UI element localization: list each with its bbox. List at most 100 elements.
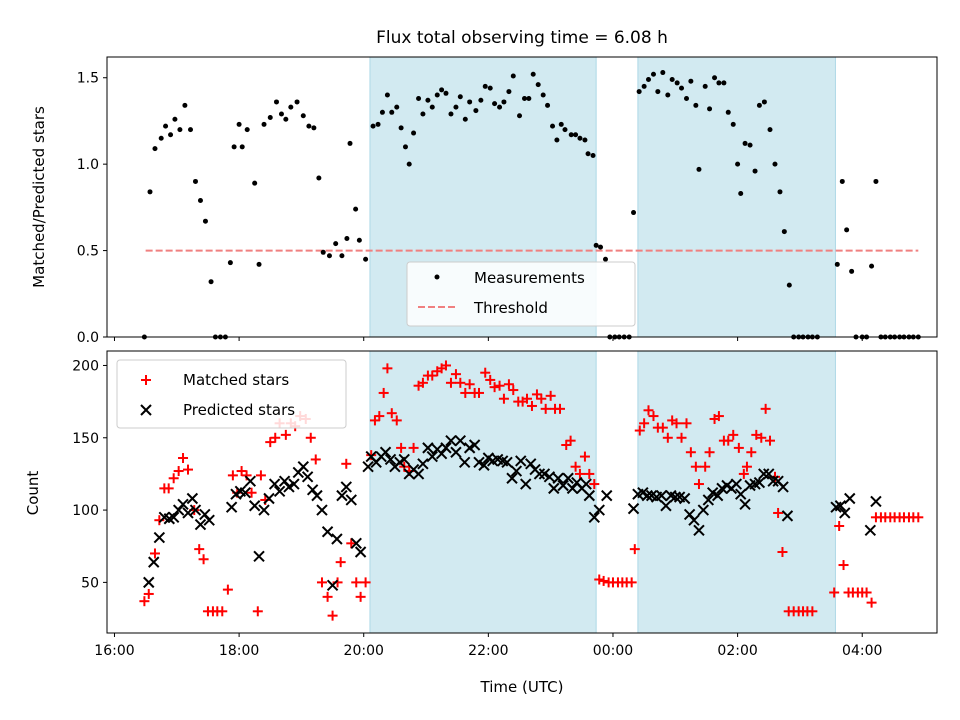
matched-star-point: [369, 415, 380, 426]
measurement-point: [562, 127, 568, 133]
measurement-point: [379, 109, 385, 115]
predicted-star-point: [172, 504, 185, 516]
measurement-point: [256, 261, 262, 267]
predicted-star-point: [239, 487, 252, 499]
measurement-point: [712, 75, 718, 81]
matched-star-point: [246, 487, 257, 498]
ratio-y-tick-label: 1.0: [77, 157, 99, 173]
predicted-star-point: [510, 465, 523, 477]
matched-star-point: [570, 461, 581, 472]
predicted-star-point: [678, 492, 691, 505]
measurement-point: [735, 161, 741, 167]
measurement-point: [869, 263, 875, 269]
matched-star-point: [584, 468, 595, 479]
predicted-star-point: [533, 468, 546, 480]
matched-star-point: [316, 577, 327, 588]
count-x-tick-label: 20:00: [344, 643, 384, 659]
predicted-star-point: [440, 442, 452, 454]
predicted-stars-points: [143, 434, 882, 591]
matched-star-point: [690, 461, 701, 472]
measurement-point: [356, 237, 362, 243]
measurement-point: [844, 227, 850, 233]
predicted-star-point: [398, 453, 410, 466]
matched-star-point: [579, 451, 590, 462]
predicted-star-point: [182, 507, 194, 519]
predicted-star-point: [354, 546, 367, 558]
matched-star-point: [685, 447, 696, 458]
matched-star-point: [455, 377, 466, 388]
predicted-star-point: [273, 485, 286, 497]
count-y-tick-label: 150: [72, 431, 99, 447]
matched-star-point: [391, 415, 402, 426]
measurement-point: [684, 95, 690, 101]
matched-star-point: [807, 606, 818, 617]
matched-star-point: [626, 577, 637, 588]
predicted-star-point: [641, 489, 653, 502]
measurement-point: [244, 127, 250, 133]
measurement-point: [267, 114, 273, 120]
matched-star-point: [270, 432, 281, 443]
measurement-point: [236, 121, 242, 127]
measurement-point: [320, 249, 326, 255]
measurement-point: [772, 161, 778, 167]
measurement-point: [688, 78, 694, 84]
legend-plus-glyph: [141, 375, 151, 385]
legend-predicted-label: Predicted stars: [183, 401, 295, 419]
measurement-point: [665, 92, 671, 98]
matched-star-point: [351, 577, 362, 588]
matched-star-point: [474, 387, 485, 398]
matched-star-point: [485, 374, 496, 385]
predicted-star-point: [627, 502, 640, 515]
predicted-star-point: [458, 456, 471, 469]
measurement-point: [439, 87, 445, 93]
predicted-star-point: [306, 484, 319, 496]
measurement-point: [730, 121, 736, 127]
measurement-point: [420, 111, 426, 117]
matched-star-point: [531, 389, 542, 400]
matched-star-point: [676, 432, 687, 443]
ratio-y-tick-label: 0.0: [77, 330, 99, 346]
measurement-point: [577, 135, 583, 141]
measurement-point: [558, 121, 564, 127]
measurement-point: [482, 83, 488, 89]
matched-star-point: [163, 483, 174, 494]
predicted-star-point: [520, 478, 532, 490]
predicted-star-point: [552, 472, 564, 484]
matched-star-point: [704, 447, 715, 458]
predicted-star-point: [557, 479, 569, 492]
predicted-star-point: [203, 514, 215, 526]
predicted-star-point: [435, 447, 448, 460]
predicted-star-point: [660, 500, 672, 512]
measurement-point: [462, 116, 468, 122]
measurement-point: [849, 268, 855, 274]
predicted-star-point: [148, 556, 160, 568]
matched-star-point: [526, 400, 537, 411]
ratio-panel: 0.0 0.5 1.0 1.5 Matched/Predicted stars Mea…: [30, 56, 938, 346]
ratio-axes: 0.0 0.5 1.0 1.5: [77, 56, 938, 346]
predicted-star-point: [753, 476, 766, 489]
legend-matched-label: Matched stars: [183, 371, 289, 389]
matched-star-point: [464, 379, 475, 390]
predicted-star-point: [199, 508, 211, 521]
measurement-point: [163, 123, 169, 129]
matched-star-point: [765, 435, 776, 446]
predicted-star-point: [697, 504, 710, 516]
measurement-point: [767, 127, 773, 133]
predicted-star-point: [301, 471, 314, 483]
predicted-star-point: [263, 492, 275, 505]
matched-star-point: [382, 363, 393, 374]
matched-star-point: [657, 422, 668, 433]
predicted-star-point: [562, 472, 574, 484]
measurement-point: [655, 89, 661, 95]
matched-star-point: [178, 453, 189, 464]
matched-star-point: [834, 520, 845, 531]
measurement-point: [294, 99, 300, 105]
matched-star-point: [861, 587, 872, 598]
ratio-y-tick-label: 0.5: [77, 244, 99, 260]
measurement-point: [278, 111, 284, 117]
matched-star-point: [639, 418, 650, 429]
measurement-point: [147, 189, 153, 195]
measurement-point: [669, 76, 675, 82]
measurement-point: [306, 123, 312, 129]
